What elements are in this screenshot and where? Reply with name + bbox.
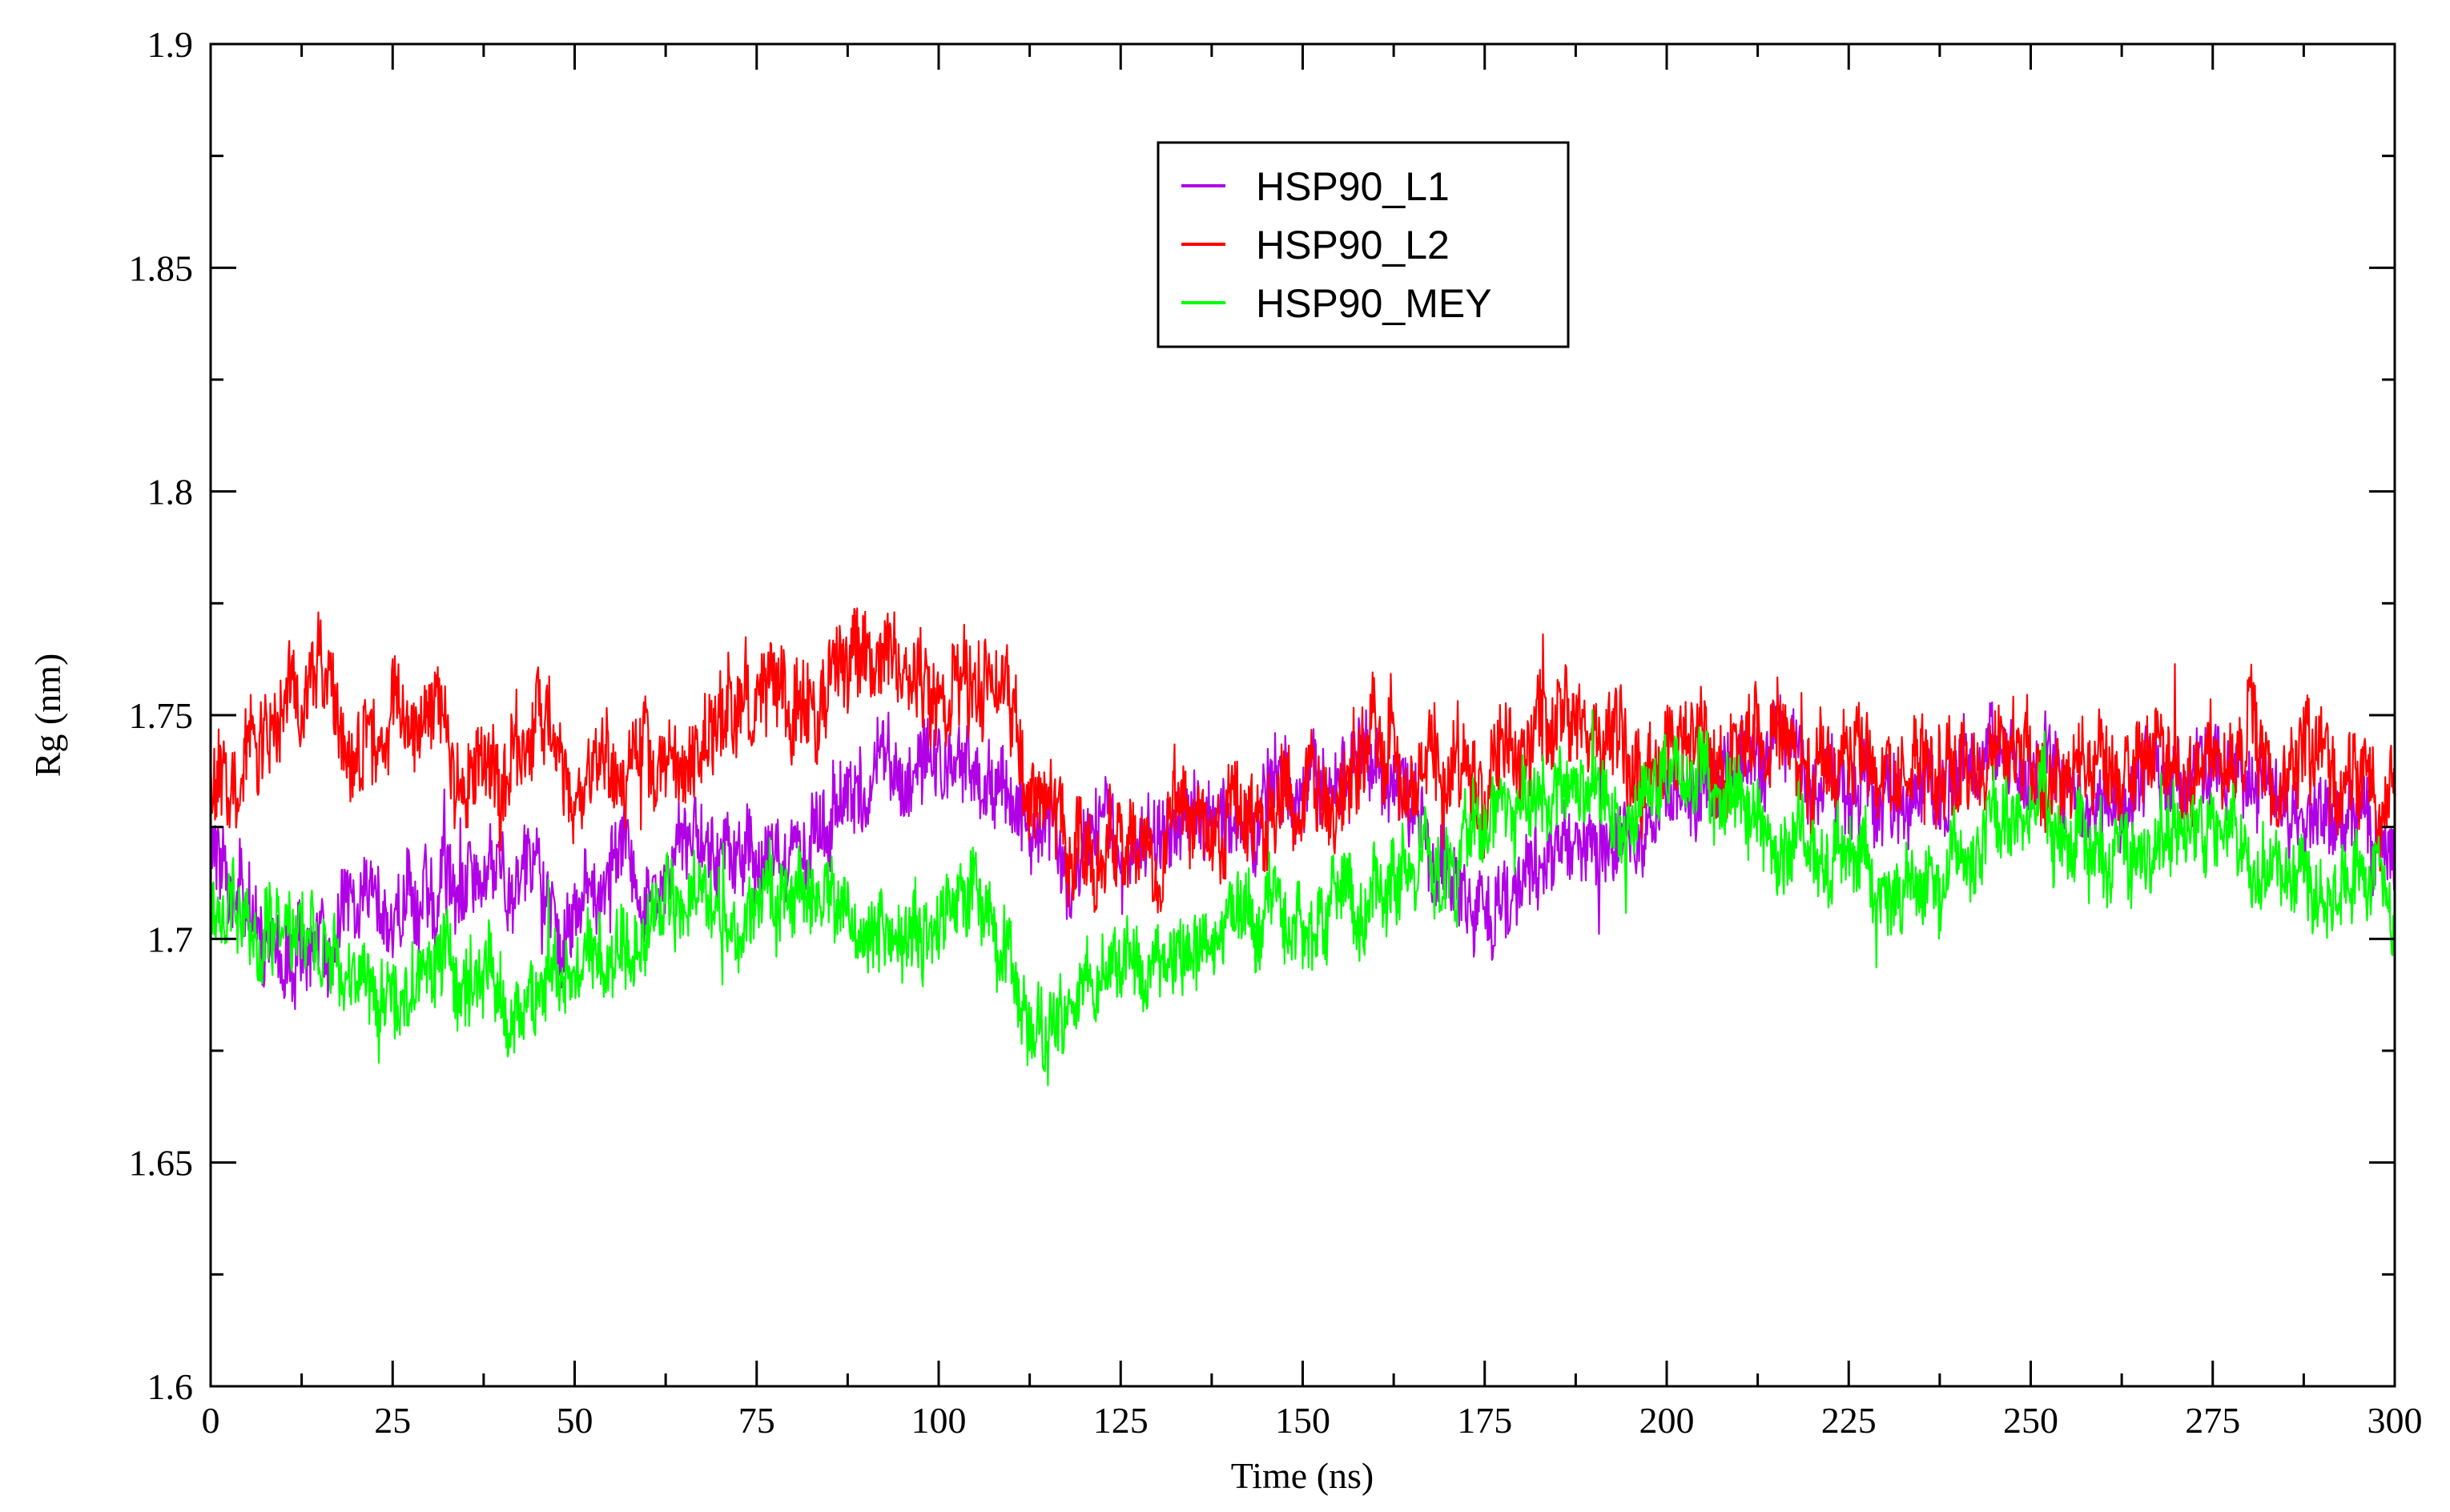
series-layer (209, 607, 2396, 1087)
y-tick-label: 1.6 (147, 1366, 194, 1407)
x-tick-label: 200 (1639, 1400, 1695, 1441)
x-tick-label: 225 (1821, 1400, 1877, 1441)
x-tick-label: 275 (2185, 1400, 2240, 1441)
y-tick-label: 1.9 (147, 24, 194, 65)
y-tick-label: 1.7 (147, 919, 194, 959)
x-tick-label: 100 (911, 1400, 967, 1441)
x-tick-label: 250 (2003, 1400, 2058, 1441)
y-tick-label: 1.75 (129, 695, 194, 736)
ticks-layer: 0 25 50 75 100 125 150 175 200 225 250 275 300 1.6 1.6… (129, 24, 2423, 1441)
x-tick-label: 175 (1457, 1400, 1512, 1441)
y-tick-label: 1.65 (129, 1143, 194, 1184)
x-tick-label: 300 (2368, 1400, 2423, 1441)
legend: HSP90_L1 HSP90_L2 HSP90_MEY (1157, 141, 1570, 348)
y-tick-label: 1.8 (147, 472, 194, 513)
series-line-hsp90-mey (209, 709, 2396, 1087)
legend-label-hsp90-mey: HSP90_MEY (1256, 281, 1492, 326)
x-tick-label: 25 (374, 1400, 411, 1441)
legend-label-hsp90-l1: HSP90_L1 (1256, 164, 1450, 209)
x-tick-label: 125 (1093, 1400, 1149, 1441)
y-tick-label: 1.85 (129, 247, 194, 288)
x-tick-label: 150 (1275, 1400, 1330, 1441)
legend-box (1157, 141, 1570, 348)
plot-frame (209, 42, 2396, 1388)
x-tick-label: 50 (557, 1400, 593, 1441)
legend-label-hsp90-l2: HSP90_L2 (1256, 223, 1450, 267)
x-tick-label: 0 (202, 1400, 220, 1441)
x-tick-label: 75 (738, 1400, 775, 1441)
x-axis-title: Time (ns) (1231, 1455, 1374, 1496)
y-axis-title: Rg (nm) (27, 653, 68, 778)
